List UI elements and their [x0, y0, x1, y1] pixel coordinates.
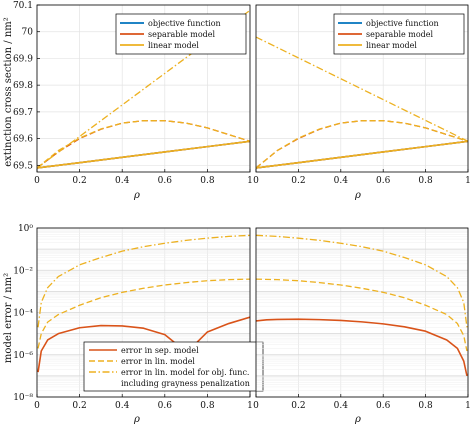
- x-axis-label-bottom-right: ρ: [354, 414, 361, 425]
- x-tick-label: 0.6: [376, 401, 391, 411]
- x-tick-label: 0.6: [376, 176, 391, 186]
- x-tick-label: 0.2: [291, 401, 305, 411]
- legend-entry: separable model: [366, 30, 434, 39]
- x-tick-label: 0.2: [291, 176, 305, 186]
- x-tick-label: 0.4: [115, 176, 130, 186]
- series-line-linear-dashed: [37, 120, 250, 169]
- x-tick-label: 0.8: [418, 176, 433, 186]
- plot-frame: [255, 4, 469, 173]
- series-line-error-in-sep-model: [37, 316, 250, 373]
- x-axis-label-top-left: ρ: [133, 190, 140, 201]
- series-line-error-in-sep-model: [256, 318, 468, 377]
- y-tick-label: 10⁰: [18, 224, 33, 234]
- x-tick-label: 0: [34, 176, 40, 186]
- panel-top-left: 0 0.2 0.4 0.6 0.8 1 69.5 69.6 69.7 69.8 69.9 70 70.1…: [13, 1, 253, 186]
- y-tick-label: 10⁻²: [13, 266, 33, 276]
- legend-entry: objective function: [366, 19, 439, 28]
- series-line-linear-dashed: [256, 120, 468, 169]
- panel-bottom-right: 0 0.2 0.4 0.6 0.8 1: [253, 227, 471, 411]
- x-tick-label: 0.8: [200, 176, 215, 186]
- y-tick-label: 69.6: [13, 135, 33, 145]
- series-group: [256, 36, 468, 169]
- panel-bottom-left: 0 0.2 0.4 0.6 0.8 1 10⁻⁸ 10⁻⁶ 10⁻⁴ 10⁻² 10⁰ error i…: [13, 224, 264, 411]
- series-line-error-in-lin-model: [37, 278, 250, 349]
- x-tick-label: 0.8: [200, 401, 215, 411]
- x-tick-label: 0.6: [158, 176, 173, 186]
- series-group: [37, 234, 250, 373]
- x-tick-label: 1: [465, 176, 471, 186]
- x-tick-label: 0.2: [72, 401, 86, 411]
- x-axis-label-bottom-left: ρ: [133, 414, 140, 425]
- legend: objective function separable model linear …: [333, 13, 465, 55]
- x-tick-label: 0.8: [418, 401, 433, 411]
- series-line-error-in-lin-model: [256, 278, 468, 352]
- legend-entry: error in sep. model: [121, 346, 199, 355]
- series-line-linear-dashdot: [256, 36, 468, 142]
- x-axis-label-top-right: ρ: [354, 190, 361, 201]
- legend-entry: linear model: [366, 41, 417, 50]
- legend: error in sep. model error in lin. model er…: [83, 341, 264, 392]
- legend: objective function separable model linear …: [115, 13, 247, 55]
- panel-top-right: 0 0.2 0.4 0.6 0.8 1 objective function separabl…: [253, 4, 471, 186]
- x-tick-label: 0.4: [115, 401, 130, 411]
- legend-entry: error in lin. model for obj. func.: [121, 368, 249, 377]
- series-line-linear-model: [256, 140, 468, 169]
- legend-entry: error in lin. model: [121, 357, 195, 366]
- plot-frame: [255, 227, 469, 398]
- top-y-axis-label: extinction cross section / nm²: [3, 17, 14, 167]
- series-line-error-in-lin-model-for-obj-func-: [256, 234, 468, 328]
- series-line-linear-model: [37, 140, 250, 169]
- series-line-error-in-lin-model-for-obj-func-: [37, 234, 250, 328]
- legend-entry: linear model: [148, 41, 199, 50]
- y-tick-label: 70.1: [13, 1, 33, 11]
- x-tick-label: 0: [253, 401, 259, 411]
- x-tick-label: 1: [247, 401, 253, 411]
- y-tick-label: 10⁻⁸: [13, 393, 33, 403]
- y-tick-label: 70: [22, 28, 34, 38]
- x-tick-label: 1: [247, 176, 253, 186]
- x-tick-label: 0: [34, 401, 40, 411]
- y-tick-label: 69.5: [13, 161, 33, 171]
- x-tick-label: 0.6: [158, 401, 173, 411]
- y-tick-label: 69.8: [13, 81, 33, 91]
- legend-entry: objective function: [148, 19, 221, 28]
- x-tick-label: 0: [253, 176, 259, 186]
- plot-frame: [36, 4, 251, 173]
- x-tick-label: 0.4: [334, 401, 349, 411]
- legend-entry: including grayness penalization: [121, 379, 250, 388]
- x-tick-label: 1: [465, 401, 471, 411]
- y-tick-label: 10⁻⁶: [13, 351, 33, 361]
- y-tick-label: 10⁻⁴: [13, 309, 33, 319]
- x-tick-label: 0.2: [72, 176, 86, 186]
- bottom-y-axis-label: model error / nm²: [3, 273, 14, 363]
- y-tick-label: 69.7: [13, 108, 33, 118]
- series-group: [256, 234, 468, 377]
- x-tick-label: 0.4: [334, 176, 349, 186]
- plot-frame: [36, 227, 251, 398]
- y-tick-label: 69.9: [13, 54, 33, 64]
- legend-entry: separable model: [148, 30, 216, 39]
